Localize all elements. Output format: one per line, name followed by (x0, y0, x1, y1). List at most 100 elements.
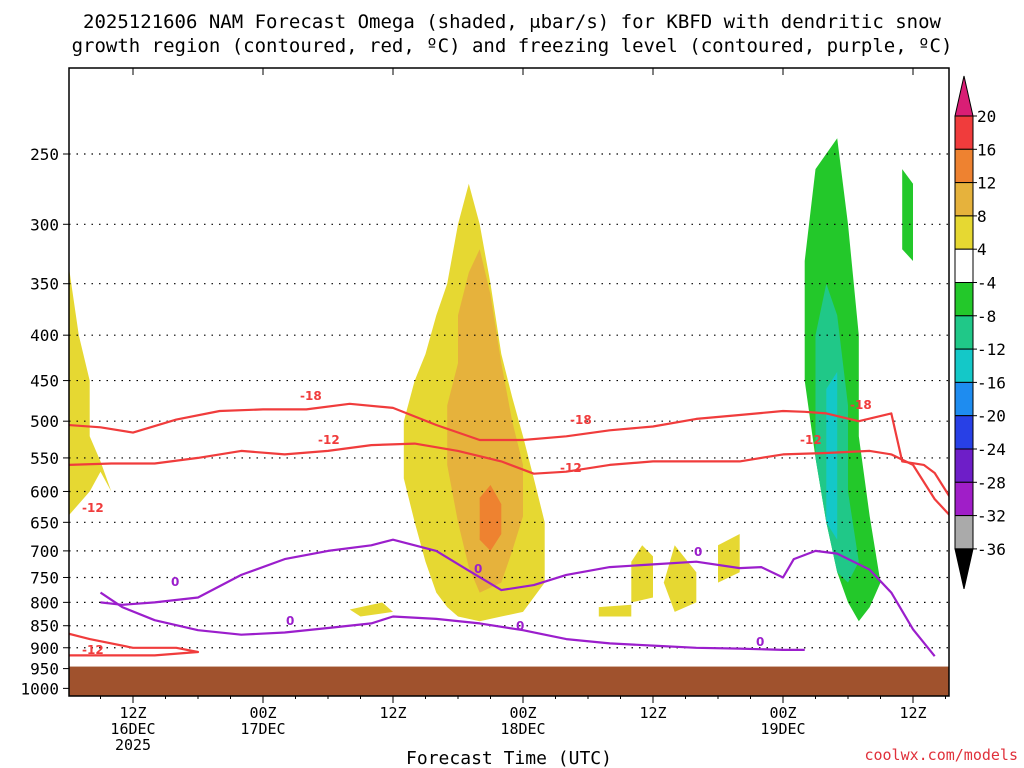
x-tick-label: 00Z (509, 704, 536, 722)
colorbar-segment (954, 148, 974, 184)
y-tick-label: 950 (30, 660, 59, 679)
x-axis-label: Forecast Time (UTC) (406, 748, 612, 768)
colorbar-segment (954, 115, 974, 150)
y-tick-label: 750 (30, 568, 59, 587)
y-tick-label: 450 (30, 372, 59, 391)
x-tick-label: 12Z (899, 704, 926, 722)
y-tick-label: 800 (30, 593, 59, 612)
chart-title-line-2: growth region (contoured, red, ºC) and f… (72, 35, 953, 57)
colorbar-label: 20 (977, 107, 996, 126)
omega-region--4to-8 (902, 169, 913, 261)
contour-label-dgz-bottom-5: -12 (82, 643, 104, 657)
colorbar-label: -12 (977, 340, 1006, 359)
y-tick-label: 400 (30, 326, 59, 345)
contours (69, 402, 949, 657)
contour-label-freezing-4: 0 (516, 619, 524, 633)
colorbar: 20 16 12 8 4 -4 -8 -12 -16 -20 -24 -28 -32 -36 (954, 75, 1006, 590)
contour-label-dgz-top-3: -18 (850, 398, 872, 412)
colorbar-label: -36 (977, 540, 1006, 559)
x-tick-label: 17DEC (240, 720, 285, 738)
y-tick-label: 500 (30, 412, 59, 431)
contour-label-freezing-3: 0 (474, 562, 482, 576)
contour-label-freezing: 0 (171, 575, 179, 589)
contour-label-freezing-6: 0 (756, 635, 764, 649)
x-tick-label: 16DEC (110, 720, 155, 738)
colorbar-label: -28 (977, 473, 1006, 492)
colorbar-segment (954, 415, 974, 450)
contour-labels: -18 -18 -18 -12 -12 -12 -12 -12 0 0 0 0 … (82, 389, 872, 657)
colorbar-label: 16 (977, 140, 996, 159)
plot-area (69, 68, 949, 696)
colorbar-segment (954, 515, 974, 550)
omega-region-4to8 (69, 267, 112, 516)
contour-dgz_-12C_low (69, 632, 200, 657)
y-tick-label: 1000 (20, 679, 59, 698)
x-tick-label: 19DEC (760, 720, 805, 738)
colorbar-segment (954, 182, 974, 217)
colorbar-top-arrow (954, 75, 974, 117)
terrain-block (69, 666, 949, 696)
colorbar-segment (954, 481, 974, 517)
colorbar-segment (954, 448, 974, 483)
contour-freezing_0C_low (99, 591, 805, 651)
contour-label-dgz-bottom-2: -12 (560, 461, 582, 475)
y-axis: 250 300 350 400 450 500 550 600 650 700 750 800 850 9… (20, 145, 69, 698)
colorbar-segment (954, 215, 974, 250)
colorbar-label: 12 (977, 174, 996, 193)
colorbar-segment (954, 282, 974, 317)
omega-region--12to-16 (826, 371, 838, 540)
colorbar-label: 4 (977, 240, 987, 259)
contour-label-dgz-bottom-4: -12 (82, 501, 104, 515)
y-tick-label: 900 (30, 639, 59, 658)
omega-region-4to8 (598, 604, 632, 617)
contour-dgz_-18C (69, 402, 949, 498)
colorbar-label: -4 (977, 274, 996, 293)
contour-label-dgz-top-2: -18 (570, 413, 592, 427)
colorbar-label: -20 (977, 407, 1006, 426)
omega-region-8to12 (447, 249, 523, 593)
x-tick-label: 12Z (639, 704, 666, 722)
y-tick-label: 350 (30, 275, 59, 294)
colorbar-label: -24 (977, 440, 1006, 459)
y-tick-label: 650 (30, 513, 59, 532)
colorbar-segment (954, 381, 974, 417)
x-tick-label: 12Z (379, 704, 406, 722)
colorbar-segment (954, 315, 974, 350)
contour-freezing_0C (100, 538, 936, 657)
contour-label-dgz-bottom-3: -12 (800, 433, 822, 447)
chart-title-line-1: 2025121606 NAM Forecast Omega (shaded, μ… (83, 11, 941, 33)
plot-frame (68, 67, 950, 697)
y-tick-label: 700 (30, 542, 59, 561)
y-tick-label: 850 (30, 617, 59, 636)
x-tick-label: 2025 (115, 736, 151, 754)
contour-label-dgz-bottom: -12 (318, 433, 340, 447)
x-tick-label: 18DEC (500, 720, 545, 738)
omega-region-4to8 (718, 534, 740, 583)
omega-shading (69, 138, 913, 622)
colorbar-bottom-arrow (954, 548, 974, 590)
y-tick-label: 300 (30, 215, 59, 234)
colorbar-label: -16 (977, 373, 1006, 392)
colorbar-label: -8 (977, 307, 996, 326)
y-tick-label: 250 (30, 145, 59, 164)
contour-label-freezing-5: 0 (694, 545, 702, 559)
contour-dgz_-12C (69, 442, 949, 517)
omega-region-4to8 (349, 602, 393, 617)
colorbar-segment (954, 248, 974, 283)
colorbar-segment (954, 348, 974, 383)
omega-region-4to8 (663, 545, 697, 612)
colorbar-label: -32 (977, 507, 1006, 526)
x-tick-label: 12Z (119, 704, 146, 722)
omega-region-12to16 (479, 485, 502, 551)
contour-label-freezing-2: 0 (286, 614, 294, 628)
x-tick-label: 00Z (249, 704, 276, 722)
contour-label-dgz-top: -18 (300, 389, 322, 403)
colorbar-label: 8 (977, 207, 987, 226)
omega-region-4to8 (631, 545, 653, 603)
credit-text: coolwx.com/models (864, 746, 1018, 764)
y-tick-label: 550 (30, 449, 59, 468)
x-tick-label: 00Z (769, 704, 796, 722)
y-tick-label: 600 (30, 482, 59, 501)
